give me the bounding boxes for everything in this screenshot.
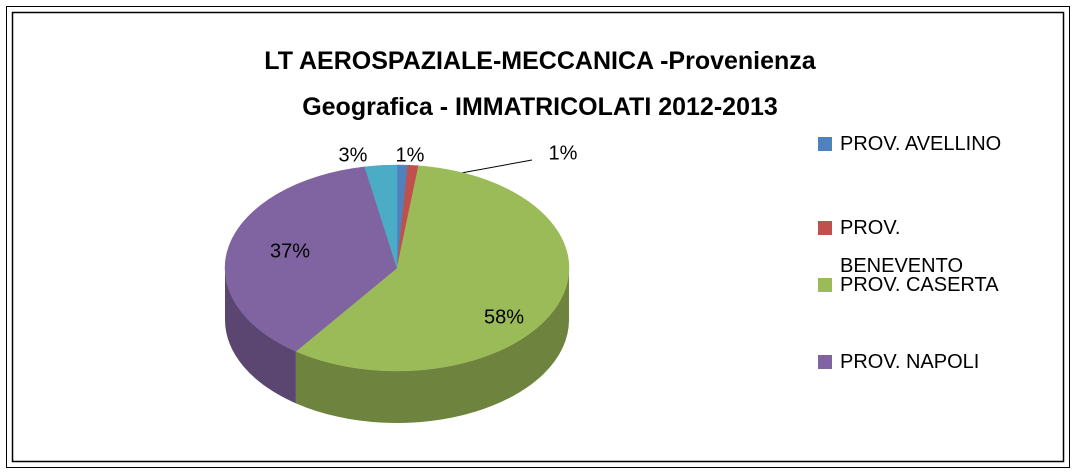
legend-item: PROV. CASERTA — [818, 266, 1020, 304]
pie-slice — [295, 165, 570, 372]
outer-frame — [6, 6, 1070, 468]
data-label: 1% — [549, 142, 578, 164]
legend-label: PROV. NAPOLI — [840, 351, 980, 373]
chart-frame — [11, 11, 1065, 463]
legend-item: PROV. AVELLINO — [818, 125, 1020, 163]
legend-swatch — [818, 221, 832, 235]
legend-label: PROV. CASERTA — [840, 274, 999, 296]
data-label: 3% — [339, 144, 368, 166]
chart-title: LT AEROSPAZIALE-MECCANICA -Provenienza G… — [264, 47, 816, 121]
pie-slice — [364, 164, 398, 269]
pie-slice — [224, 166, 398, 352]
legend-item: PROV. BENEVENTO — [818, 209, 1020, 285]
legend-label: PROV. AVELLINO — [840, 133, 1002, 155]
data-label: 58% — [484, 306, 524, 328]
pie-side — [295, 268, 569, 423]
legend-label: PROV. BENEVENTO — [840, 217, 963, 277]
pie-side — [225, 268, 296, 404]
data-label: 1% — [396, 144, 425, 166]
legend-swatch — [818, 355, 832, 369]
legend-swatch — [818, 278, 832, 292]
data-label: 37% — [270, 240, 310, 262]
legend-item: PROV. NAPOLI — [818, 343, 1020, 381]
legend-swatch — [818, 137, 832, 151]
